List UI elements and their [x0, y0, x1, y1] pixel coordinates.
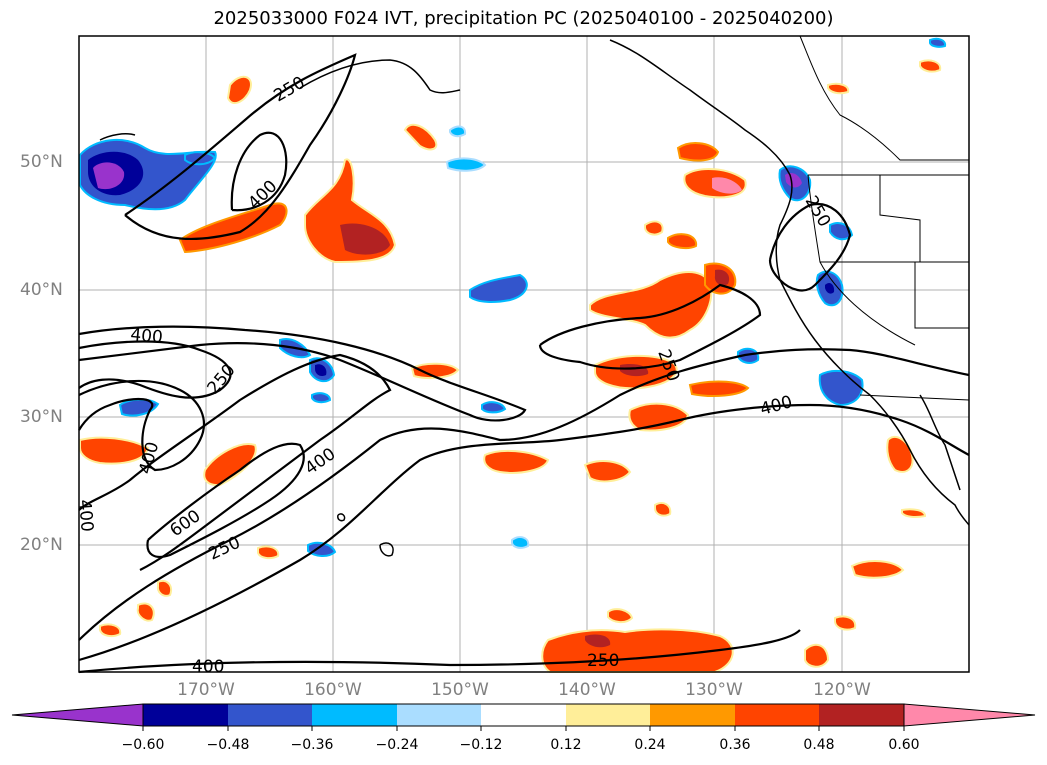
lon-label-170w: 170°W: [177, 680, 235, 700]
map-area: [79, 36, 969, 672]
colorbar-segment: [228, 704, 312, 726]
lon-label-150w: 150°W: [431, 680, 489, 700]
graticule: [79, 36, 969, 672]
colorbar-segment: [481, 704, 566, 726]
colorbar-tick-label: 0.12: [550, 737, 582, 753]
colorbar-segment: [143, 704, 228, 726]
colorbar-tick-label: 0.60: [888, 737, 920, 753]
colorbar-tick-label: 0.48: [803, 737, 835, 753]
colorbar-segment: [819, 704, 904, 726]
colorbar-segment: [312, 704, 397, 726]
colorbar-tick-label: 0.36: [719, 737, 751, 753]
contour-label: 400: [130, 325, 164, 348]
colorbar-outline: [142, 703, 905, 727]
colorbar-tick-label: −0.60: [121, 737, 165, 753]
lat-label-30n: 30°N: [20, 407, 63, 427]
colorbar-tick-label: 0.24: [634, 737, 666, 753]
colorbar-ticks: [142, 726, 905, 731]
colorbar-segment: [650, 704, 735, 726]
lon-label-120w: 120°W: [813, 680, 871, 700]
contour-label: 400: [192, 657, 224, 677]
colorbar-segment: [735, 704, 819, 726]
lat-label-40n: 40°N: [20, 280, 63, 300]
colorbar-extend-high: [903, 703, 1036, 727]
coastlines: [99, 39, 970, 557]
colorbar-extend-low: [11, 703, 144, 727]
ivt-contours: [78, 53, 970, 674]
colorbar-tick-label: −0.48: [206, 737, 250, 753]
lon-label-140w: 140°W: [558, 680, 616, 700]
lon-label-130w: 130°W: [685, 680, 743, 700]
borders: [799, 35, 970, 401]
colorbar-segment: [397, 704, 481, 726]
contour-label: 400: [74, 499, 97, 533]
colorbar-tick-label: −0.36: [290, 737, 334, 753]
contour-label: 250: [587, 651, 619, 671]
colorbar-segment: [566, 704, 650, 726]
map-title: 2025033000 F024 IVT, precipitation PC (2…: [213, 8, 834, 29]
colorbar: [11, 703, 1036, 731]
colorbar-tick-label: −0.24: [375, 737, 419, 753]
colorbar-tick-label: −0.12: [459, 737, 503, 753]
lat-label-20n: 20°N: [20, 535, 63, 555]
map-frame: [78, 35, 970, 673]
lon-label-160w: 160°W: [304, 680, 362, 700]
lat-label-50n: 50°N: [20, 152, 63, 172]
